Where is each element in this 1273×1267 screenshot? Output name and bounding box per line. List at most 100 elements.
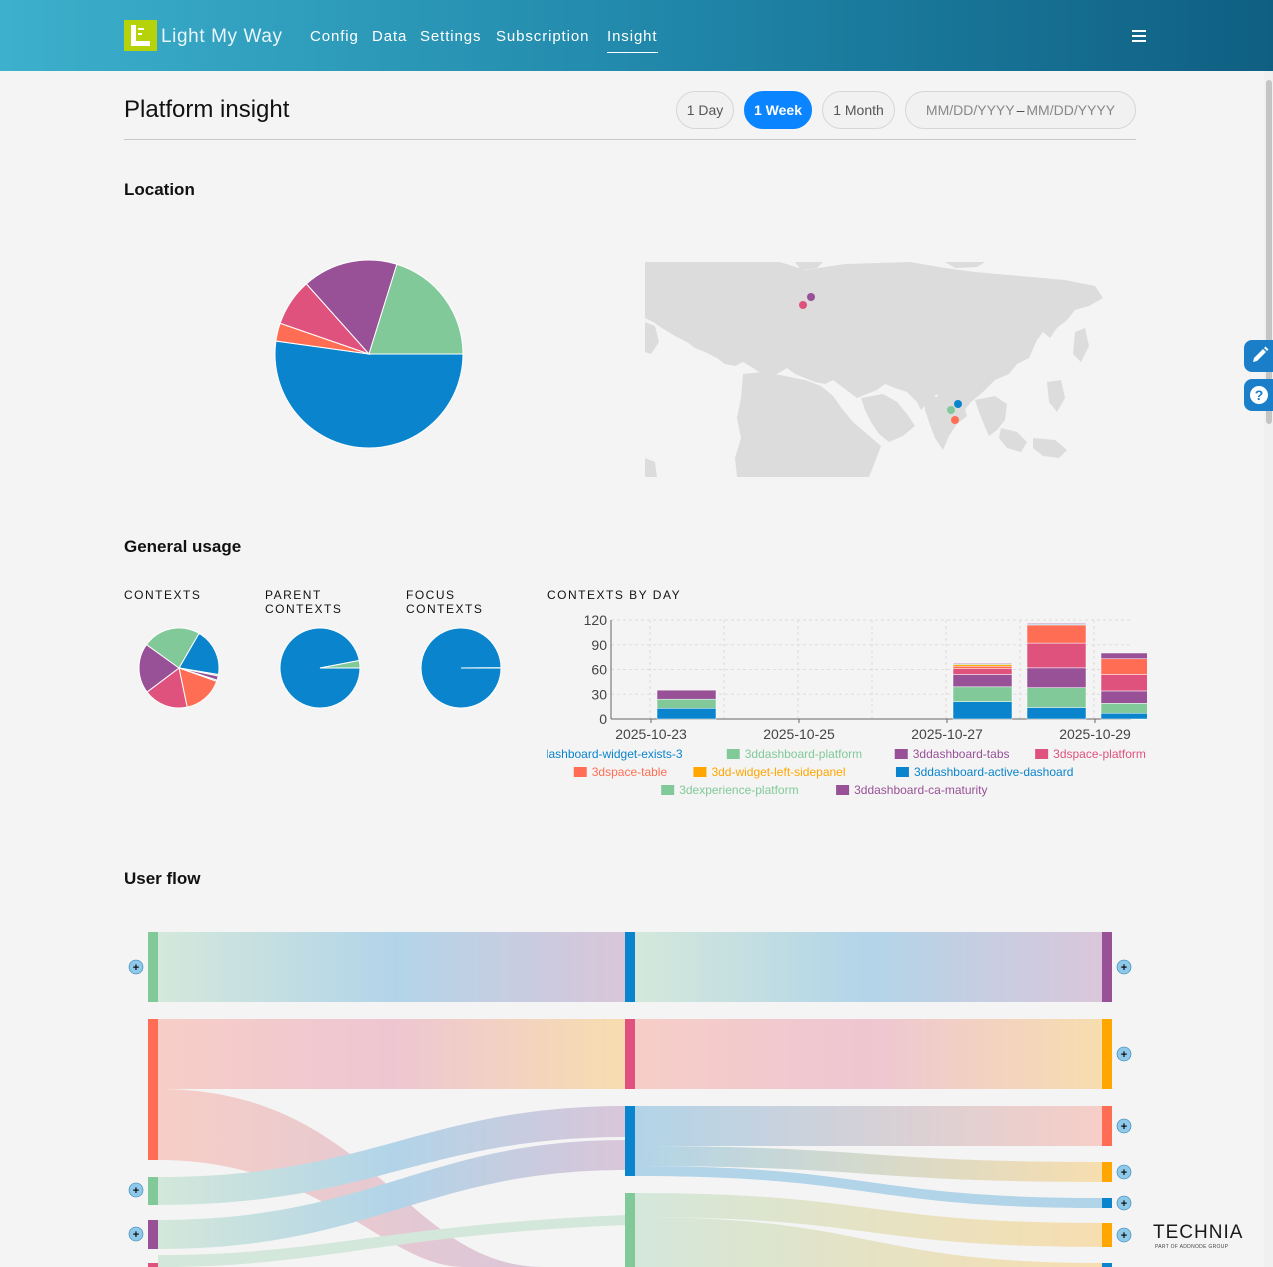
bar-segment[interactable] — [1100, 690, 1147, 704]
legend-label[interactable]: 3dspace-table — [592, 765, 668, 779]
sankey-link[interactable] — [634, 1106, 1102, 1146]
sankey-node[interactable] — [148, 1220, 158, 1249]
bar-segment[interactable] — [656, 698, 717, 709]
sankey-link[interactable] — [634, 1146, 1102, 1182]
bar-segment[interactable] — [1100, 703, 1147, 714]
bar-segment[interactable] — [952, 665, 1013, 669]
bar-segment[interactable] — [952, 662, 1013, 664]
plus-icon[interactable]: + — [128, 1182, 144, 1198]
sankey-node[interactable] — [625, 1193, 635, 1267]
map-point[interactable] — [947, 406, 955, 414]
nav-settings[interactable]: Settings — [420, 28, 482, 45]
nav-config[interactable]: Config — [310, 28, 359, 45]
pie-slice[interactable] — [368, 263, 464, 355]
legend-swatch[interactable] — [693, 767, 707, 777]
legend-swatch[interactable] — [894, 749, 908, 759]
pie-slice[interactable] — [274, 340, 464, 449]
sankey-node[interactable] — [1102, 1223, 1112, 1247]
pie-slice[interactable] — [145, 627, 200, 669]
hamburger-icon[interactable] — [1132, 30, 1146, 42]
sankey-node[interactable] — [625, 932, 635, 1002]
pie-slice[interactable] — [178, 632, 220, 676]
legend-label[interactable]: 3ddashboard-platform — [745, 747, 862, 761]
bar-segment[interactable] — [1026, 707, 1087, 720]
bar-segment[interactable] — [952, 686, 1013, 702]
scrollbar-thumb[interactable] — [1266, 80, 1272, 424]
edit-button[interactable] — [1244, 340, 1273, 372]
legend-swatch[interactable] — [726, 749, 740, 759]
range-1-day-button[interactable]: 1 Day — [676, 91, 734, 129]
plus-icon[interactable]: + — [128, 959, 144, 975]
app-name[interactable]: Light My Way — [161, 26, 283, 47]
nav-data[interactable]: Data — [372, 28, 408, 45]
sankey-link[interactable] — [634, 932, 1102, 1002]
legend-swatch[interactable] — [895, 767, 909, 777]
legend-swatch[interactable] — [573, 767, 587, 777]
map-point[interactable] — [807, 293, 815, 301]
sankey-link[interactable] — [634, 1166, 1102, 1208]
map-point[interactable] — [799, 301, 807, 309]
map-point[interactable] — [954, 400, 962, 408]
legend-label[interactable]: 3dexperience-platform — [679, 783, 798, 797]
sankey-node[interactable] — [148, 1177, 158, 1205]
bar-segment[interactable] — [952, 668, 1013, 675]
sankey-node[interactable] — [1102, 1198, 1112, 1208]
date-range-input[interactable]: MM/DD/YYYY – MM/DD/YYYY — [905, 91, 1136, 129]
plus-icon[interactable]: + — [1116, 1046, 1132, 1062]
plus-icon[interactable]: + — [1116, 1227, 1132, 1243]
pie-slice[interactable] — [146, 667, 188, 709]
sankey-node[interactable] — [148, 932, 158, 1002]
plus-icon[interactable]: + — [1116, 1118, 1132, 1134]
legend-label[interactable]: 3ddashboard-ca-maturity — [854, 783, 987, 797]
sankey-link[interactable] — [158, 1019, 626, 1089]
sankey-node[interactable] — [1102, 1106, 1112, 1146]
bar-segment[interactable] — [656, 689, 717, 700]
bar-segment[interactable] — [656, 708, 717, 720]
sankey-node[interactable] — [148, 1019, 158, 1160]
sankey-link[interactable] — [158, 1140, 626, 1249]
bar-segment[interactable] — [1026, 667, 1087, 688]
pie-slice[interactable] — [319, 659, 361, 669]
bar-segment[interactable] — [952, 701, 1013, 720]
help-button[interactable]: ? — [1244, 379, 1273, 411]
bar-segment[interactable] — [1026, 624, 1087, 644]
sankey-link[interactable] — [158, 1215, 626, 1267]
legend-swatch[interactable] — [1035, 749, 1049, 759]
date-start-field[interactable]: MM/DD/YYYY — [925, 102, 1015, 118]
range-1-week-button[interactable]: 1 Week — [744, 91, 812, 129]
sankey-link[interactable] — [634, 1193, 1102, 1247]
pie-slice[interactable] — [138, 643, 180, 693]
legend-label[interactable]: 3ddashboard-widget-exists-3 — [547, 747, 683, 761]
legend-label[interactable]: 3ddashboard-tabs — [913, 747, 1010, 761]
sankey-node[interactable] — [625, 1106, 635, 1176]
legend-swatch[interactable] — [661, 785, 675, 795]
bar-segment[interactable] — [1100, 658, 1147, 675]
bar-segment[interactable] — [1100, 652, 1147, 660]
legend-label[interactable]: 3ddashboard-active-dashoard — [914, 765, 1073, 779]
legend-label[interactable]: 3dd-widget-left-sidepanel — [711, 765, 845, 779]
range-1-month-button[interactable]: 1 Month — [822, 91, 895, 129]
sankey-link[interactable] — [634, 1019, 1102, 1089]
sankey-link[interactable] — [634, 1217, 1102, 1267]
legend-swatch[interactable] — [836, 785, 850, 795]
date-end-field[interactable]: MM/DD/YYYY — [1026, 102, 1116, 118]
plus-icon[interactable]: + — [1116, 1195, 1132, 1211]
sankey-node[interactable] — [1102, 1019, 1112, 1089]
sankey-link[interactable] — [158, 1106, 626, 1205]
sankey-node[interactable] — [1102, 1162, 1112, 1182]
sankey-node[interactable] — [148, 1263, 158, 1267]
world-map[interactable] — [645, 262, 1113, 477]
bar-segment[interactable] — [1026, 623, 1087, 625]
nav-subscription[interactable]: Subscription — [496, 28, 590, 45]
sankey-node[interactable] — [1102, 932, 1112, 1002]
nav-insight[interactable]: Insight — [607, 28, 658, 53]
sankey-node[interactable] — [625, 1019, 635, 1089]
scrollbar-track[interactable] — [1264, 71, 1273, 1267]
plus-icon[interactable]: + — [128, 1226, 144, 1242]
bar-segment[interactable] — [1100, 712, 1147, 720]
sankey-node[interactable] — [1102, 1263, 1112, 1267]
bar-segment[interactable] — [952, 674, 1013, 688]
legend-label[interactable]: 3dspace-platform — [1053, 747, 1146, 761]
map-point[interactable] — [951, 416, 959, 424]
bar-segment[interactable] — [1100, 674, 1147, 692]
